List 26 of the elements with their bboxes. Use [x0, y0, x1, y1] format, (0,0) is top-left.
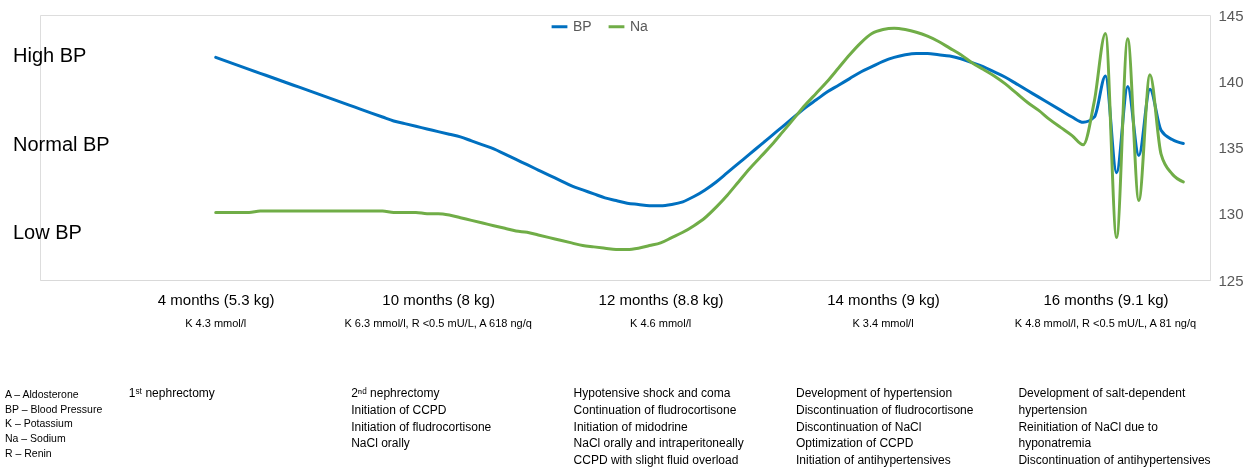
text: K 3.4 mmol/l — [852, 317, 914, 329]
legend-label: BP — [573, 17, 592, 34]
x-tick-label: 4 months (5.3 kg) — [157, 290, 275, 308]
x-tick-label: 16 months (9.1 kg) — [1043, 290, 1169, 308]
y-tick-label: 140 — [1218, 72, 1244, 90]
text: K 4.3 mmol/l — [185, 317, 247, 329]
text: K 4.6 mmol/l — [630, 317, 692, 329]
y-tick-label: 130 — [1218, 205, 1244, 223]
legend-label: Na — [630, 17, 649, 34]
text: Normal BP — [13, 132, 110, 155]
y-tick-label: 135 — [1218, 139, 1244, 156]
text: 2ⁿᵈ nephrectomy Initiation of CCPD Initiation of fludrocortisone NaCl orally — [351, 386, 492, 451]
text: K 4.8 mmol/l, R <0.5 mU/L, A 81 ng/q — [1014, 317, 1197, 329]
x-tick-label: 12 months (8.8 kg) — [598, 290, 724, 308]
text: Hypotensive shock and coma Continuation of fludrocortisone Initiation of midodrine NaCl orally and intraperitoneally CCPD with slight fluid overload — [573, 386, 744, 468]
text: Low BP — [13, 220, 82, 243]
text: A – Aldosterone BP – Blood Pressure K – Potassium Na – Sodium R – Renin — [5, 388, 103, 459]
x-tick-label: 10 months (8 kg) — [382, 290, 495, 308]
x-tick-label: 14 months (9 kg) — [827, 290, 940, 308]
text: Development of salt-dependent hypertension Reinitiation of NaCl due to hyponatremia Discontinuation of antihypertensives — [1018, 386, 1211, 468]
text: Development of hypertension Discontinuation of fludrocortisone Discontinuation of NaCl Optimization of CCPD Initiation of antihypertensives — [796, 386, 974, 468]
y-tick-label: 145 — [1218, 6, 1244, 24]
text: High BP — [13, 44, 87, 67]
text: K 6.3 mmol/l, R <0.5 mU/L, A 618 ng/q — [344, 317, 532, 329]
text: 1ˢᵗ nephrectomy — [128, 386, 215, 400]
y-tick-label: 125 — [1218, 271, 1244, 289]
